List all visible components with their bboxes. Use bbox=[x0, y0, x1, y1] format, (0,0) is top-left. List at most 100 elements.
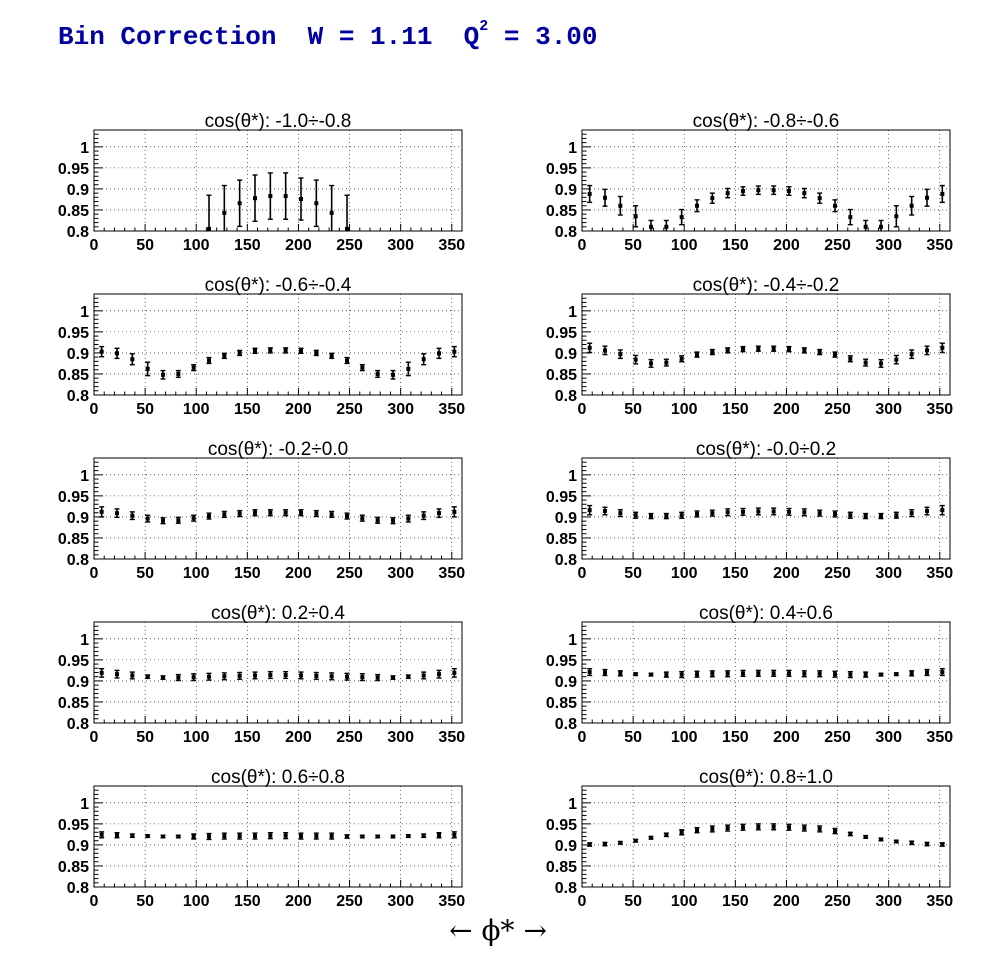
data-point bbox=[283, 510, 288, 515]
x-tick-label: 50 bbox=[624, 565, 642, 582]
data-point bbox=[802, 826, 807, 831]
plot-frame bbox=[93, 457, 463, 560]
y-tick-label: 1 bbox=[568, 796, 577, 813]
y-tick-label: 0.9 bbox=[555, 510, 577, 527]
data-point bbox=[695, 828, 699, 833]
plot-panel-7: 0 50 100 150 200 250 300 350 0.8 0.85 0.9 0.95 1 cos(… bbox=[58, 603, 465, 746]
x-tick-label: 250 bbox=[824, 729, 851, 746]
data-point bbox=[345, 674, 349, 679]
data-points bbox=[206, 172, 350, 231]
plot-frame bbox=[93, 129, 463, 232]
data-point bbox=[756, 346, 761, 351]
data-point bbox=[222, 210, 227, 215]
data-point bbox=[741, 671, 745, 676]
data-point bbox=[253, 348, 257, 353]
data-point bbox=[345, 226, 349, 231]
data-point bbox=[391, 372, 395, 377]
y-tick-label: 0.9 bbox=[555, 346, 577, 363]
data-point bbox=[161, 675, 165, 680]
data-point bbox=[437, 511, 441, 516]
data-point bbox=[99, 670, 104, 675]
data-point bbox=[633, 214, 638, 219]
data-point bbox=[679, 513, 684, 518]
data-point bbox=[314, 201, 319, 206]
x-tick-label: 200 bbox=[285, 237, 312, 254]
data-point bbox=[603, 195, 607, 200]
x-tick-label: 50 bbox=[136, 565, 154, 582]
data-point bbox=[375, 518, 380, 523]
data-point bbox=[817, 826, 822, 831]
data-points bbox=[99, 506, 457, 525]
y-tick-label: 0.8 bbox=[555, 716, 577, 733]
data-point bbox=[314, 834, 319, 839]
data-point bbox=[314, 511, 319, 516]
x-tick-label: 350 bbox=[926, 893, 953, 910]
data-point bbox=[191, 834, 196, 839]
y-tick-label: 0.9 bbox=[555, 838, 577, 855]
data-point bbox=[833, 672, 837, 677]
data-point bbox=[679, 215, 684, 220]
data-point bbox=[360, 365, 365, 370]
plot-frame bbox=[581, 785, 951, 888]
data-point bbox=[710, 671, 715, 676]
plot-title: cos(θ*): -0.6÷-0.4 bbox=[205, 275, 352, 296]
x-tick-label: 350 bbox=[926, 237, 953, 254]
data-point bbox=[863, 514, 868, 519]
x-tick-label: 300 bbox=[387, 401, 414, 418]
y-tick-label: 0.9 bbox=[67, 346, 89, 363]
data-point bbox=[925, 348, 929, 353]
x-tick-label: 50 bbox=[624, 237, 642, 254]
y-tick-label: 0.85 bbox=[546, 531, 577, 548]
data-point bbox=[879, 672, 883, 677]
title-prefix: Bin Correction W = 1.11 Q bbox=[58, 22, 480, 52]
x-tick-label: 50 bbox=[624, 401, 642, 418]
y-tick-label: 1 bbox=[80, 140, 89, 157]
data-point bbox=[283, 348, 288, 353]
plot-title: cos(θ*): -0.2÷0.0 bbox=[208, 439, 348, 460]
data-point bbox=[649, 224, 653, 229]
y-tick-label: 0.95 bbox=[58, 325, 89, 342]
data-point bbox=[664, 224, 669, 229]
data-point bbox=[894, 357, 899, 362]
data-point bbox=[299, 197, 303, 202]
data-point bbox=[329, 834, 334, 839]
data-point bbox=[283, 833, 288, 838]
y-tick-label: 0.8 bbox=[67, 880, 89, 897]
x-tick-label: 150 bbox=[234, 893, 261, 910]
y-tick-label: 1 bbox=[80, 796, 89, 813]
x-tick-label: 350 bbox=[438, 729, 465, 746]
y-tick-label: 0.85 bbox=[546, 859, 577, 876]
data-point bbox=[115, 351, 119, 356]
y-tick-label: 0.85 bbox=[58, 859, 89, 876]
x-tick-label: 250 bbox=[336, 401, 363, 418]
x-tick-label: 200 bbox=[773, 729, 800, 746]
y-tick-label: 0.9 bbox=[67, 510, 89, 527]
x-tick-label: 0 bbox=[578, 565, 587, 582]
data-point bbox=[664, 672, 669, 677]
data-point bbox=[848, 672, 853, 677]
plot-panel-1: 0 50 100 150 200 250 300 350 0.8 0.85 0.9 0.95 1 cos(… bbox=[58, 111, 465, 254]
data-point bbox=[375, 371, 380, 376]
data-point bbox=[406, 366, 411, 371]
data-point bbox=[649, 514, 653, 519]
data-point bbox=[222, 674, 227, 679]
x-tick-label: 0 bbox=[578, 237, 587, 254]
data-point bbox=[618, 352, 623, 357]
x-tick-label: 200 bbox=[285, 565, 312, 582]
data-point bbox=[115, 511, 119, 516]
data-point bbox=[756, 188, 761, 193]
data-point bbox=[115, 672, 119, 677]
data-point bbox=[587, 670, 592, 675]
data-point bbox=[925, 842, 929, 847]
data-point bbox=[99, 349, 104, 354]
data-point bbox=[360, 675, 365, 680]
data-point bbox=[618, 840, 623, 845]
data-point bbox=[603, 509, 607, 514]
x-tick-label: 50 bbox=[136, 237, 154, 254]
data-points bbox=[587, 184, 945, 231]
data-point bbox=[664, 360, 669, 365]
x-tick-label: 250 bbox=[336, 565, 363, 582]
data-point bbox=[787, 347, 791, 352]
x-tick-label: 300 bbox=[387, 565, 414, 582]
